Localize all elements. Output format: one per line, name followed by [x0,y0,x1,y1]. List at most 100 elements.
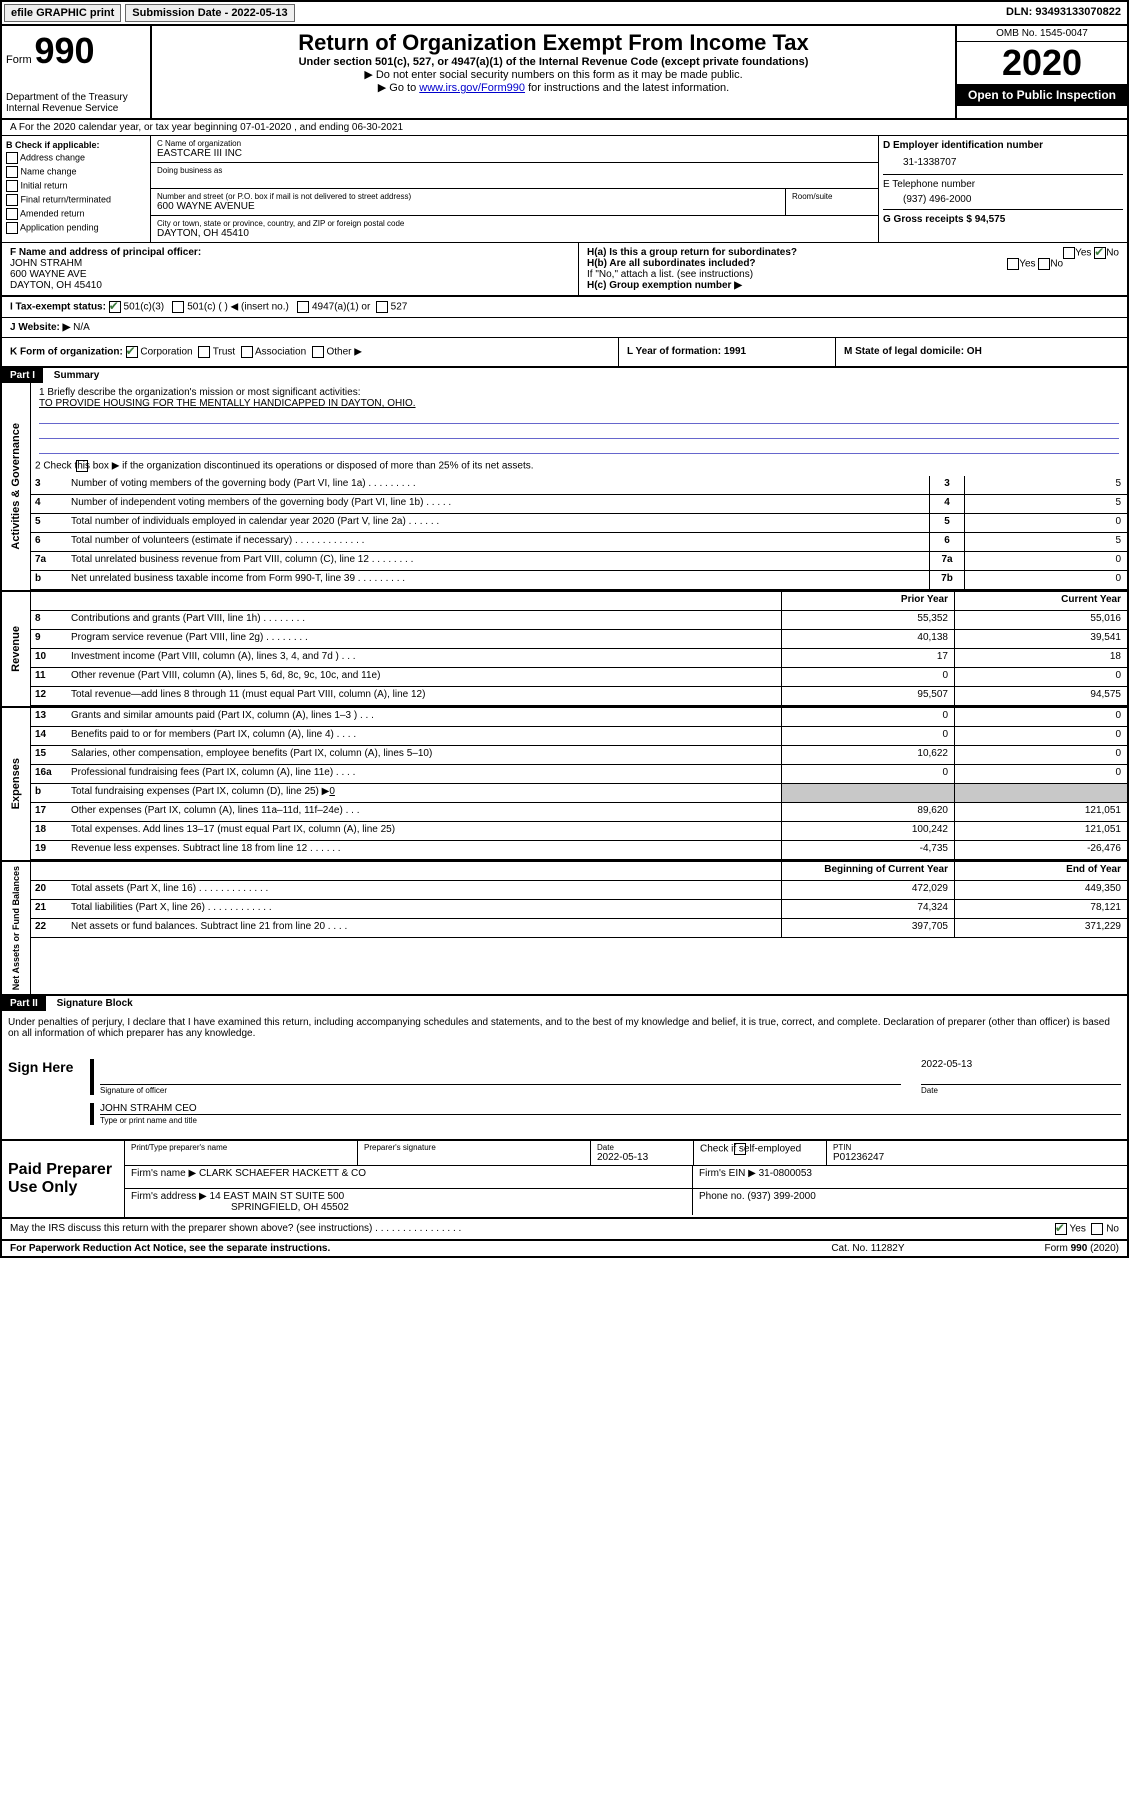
sub3-pre: ▶ Go to [378,82,419,94]
l2-text: 2 Check this box ▶ if the organization d… [35,461,534,472]
i-opt2: 501(c) ( ) ◀ (insert no.) [187,302,289,313]
dln-label: DLN: 93493133070822 [1000,2,1127,24]
mission-blank1 [39,409,1119,424]
firm-addr-label: Firm's address ▶ [131,1191,207,1202]
submission-date-button[interactable]: Submission Date - 2022-05-13 [125,4,294,22]
tax-year: 2020 [957,42,1127,84]
check-address[interactable] [6,152,18,164]
h-box: H(a) Is this a group return for subordin… [579,243,1127,295]
check-name[interactable] [6,166,18,178]
firm-addr2: SPRINGFIELD, OH 45502 [231,1202,349,1213]
part1-header-row: Part I Summary [2,368,1127,383]
l16b-text: Total fundraising expenses (Part IX, col… [71,786,329,797]
room-box: Room/suite [786,189,878,215]
line12: 12Total revenue—add lines 8 through 11 (… [31,687,1127,706]
no-label: No [1106,1224,1119,1235]
e-label: E Telephone number [883,174,1123,190]
k-other[interactable] [312,346,324,358]
instructions-link[interactable]: www.irs.gov/Form990 [419,82,525,94]
form-label: Form [6,54,32,66]
b-item3: Final return/terminated [21,194,112,204]
k-opt1: Trust [213,347,235,358]
row-a: A For the 2020 calendar year, or tax yea… [2,120,1127,136]
j-value: N/A [73,322,90,333]
part1-badge: Part I [2,368,43,383]
line18: 18Total expenses. Add lines 13–17 (must … [31,822,1127,841]
street-row: Number and street (or P.O. box if mail i… [151,189,878,216]
vlabel-act-text: Activities & Governance [8,419,24,554]
paid-preparer-row: Paid Preparer Use Only Print/Type prepar… [2,1141,1127,1219]
k-trust[interactable] [198,346,210,358]
k-label: K Form of organization: [10,347,123,358]
col-begin-hdr: Beginning of Current Year [781,862,954,880]
i-row: I Tax-exempt status: 501(c)(3) 501(c) ( … [2,296,1127,318]
pg-row1: Print/Type preparer's name Preparer's si… [125,1141,1127,1166]
check-initial[interactable] [6,180,18,192]
hb-label: H(b) Are all subordinates included? [587,258,756,269]
b-item4: Amended return [20,208,85,218]
b-item2: Initial return [21,180,68,190]
ha-row: H(a) Is this a group return for subordin… [587,247,1119,258]
i-527[interactable] [376,301,388,313]
m-text: M State of legal domicile: OH [844,346,982,357]
col-de: D Employer identification number 31-1338… [879,136,1127,242]
line16a: 16aProfessional fundraising fees (Part I… [31,765,1127,784]
sign-here-label: Sign Here [2,1045,84,1139]
check-amended[interactable] [6,208,18,220]
line10: 10Investment income (Part VIII, column (… [31,649,1127,668]
line21: 21Total liabilities (Part X, line 26) . … [31,900,1127,919]
c-name-label: C Name of organization [157,139,872,148]
form990-page: efile GRAPHIC print Submission Date - 20… [0,0,1129,1258]
line6: 6Total number of volunteers (estimate if… [31,533,1127,552]
col-b: B Check if applicable: Address change Na… [2,136,151,242]
efile-button[interactable]: efile GRAPHIC print [4,4,121,22]
p-selfemp-check[interactable] [734,1143,746,1155]
ha-no[interactable] [1094,247,1106,259]
firm-ein-val: 31-0800053 [759,1168,812,1179]
col-end-hdr: End of Year [954,862,1127,880]
line20: 20Total assets (Part X, line 16) . . . .… [31,881,1127,900]
sig-officer-bar: 2022-05-13 Signature of officerDate [90,1059,1121,1095]
f-city: DAYTON, OH 45410 [10,280,570,291]
k-assoc[interactable] [241,346,253,358]
footer-right: Form 990 (2020) [1045,1243,1119,1254]
discuss-yes[interactable] [1055,1223,1067,1235]
hb-no[interactable] [1038,258,1050,270]
l2-check[interactable] [76,460,88,472]
line5: 5Total number of individuals employed in… [31,514,1127,533]
i-opt3: 4947(a)(1) or [312,302,370,313]
line4: 4Number of independent voting members of… [31,495,1127,514]
vlabel-activities: Activities & Governance [2,383,31,590]
f-street: 600 WAYNE AVE [10,269,570,280]
f-box: F Name and address of principal officer:… [2,243,579,295]
sig-officer-label: Signature of officer [100,1084,901,1095]
ha-yes[interactable] [1063,247,1075,259]
firm-phone-label: Phone no. [699,1191,745,1202]
hb-row: H(b) Are all subordinates included? Yes … [587,258,1119,269]
org-name: EASTCARE III INC [157,148,872,159]
p-date-val: 2022-05-13 [597,1152,687,1163]
lines3-7: 3Number of voting members of the governi… [31,476,1127,590]
hb-yes[interactable] [1007,258,1019,270]
l-box: L Year of formation: 1991 [619,338,836,366]
i-4947[interactable] [297,301,309,313]
b-item0: Address change [20,152,85,162]
i-501c[interactable] [172,301,184,313]
name-box: C Name of organization EASTCARE III INC [151,136,878,163]
sig-date-val: 2022-05-13 [921,1059,1121,1070]
part2-sub: Signature Block [49,996,141,1011]
line9: 9Program service revenue (Part VIII, lin… [31,630,1127,649]
i-501c3[interactable] [109,301,121,313]
line7a: 7aTotal unrelated business revenue from … [31,552,1127,571]
line11: 11Other revenue (Part VIII, column (A), … [31,668,1127,687]
sig-type-bar: JOHN STRAHM CEO Type or print name and t… [90,1103,1121,1125]
sign-here-body: 2022-05-13 Signature of officerDate JOHN… [84,1045,1127,1139]
netassets-section: Net Assets or Fund Balances Beginning of… [2,862,1127,996]
line15: 15Salaries, other compensation, employee… [31,746,1127,765]
check-final[interactable] [6,194,18,206]
k-opt0: Corporation [140,347,192,358]
k-corp[interactable] [126,346,138,358]
check-pending[interactable] [6,222,18,234]
discuss-no[interactable] [1091,1223,1103,1235]
vlabel-netassets: Net Assets or Fund Balances [2,862,31,994]
